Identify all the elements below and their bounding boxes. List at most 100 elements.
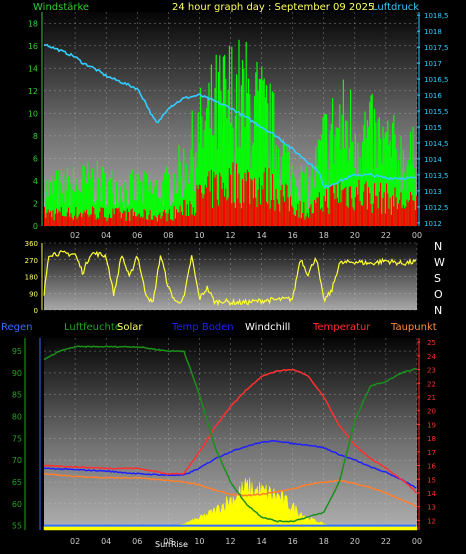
wind-speed-bar: [402, 204, 404, 226]
wind-speed-bar: [76, 218, 78, 226]
wind-speed-bar: [266, 201, 268, 226]
wind-speed-bar: [364, 184, 366, 226]
wind-gust-bar: [68, 176, 70, 226]
wind-speed-bar: [216, 199, 218, 226]
wind-speed-bar: [299, 201, 301, 226]
wind-speed-bar: [112, 208, 114, 226]
wind-speed-bar: [65, 216, 67, 226]
wind-y-axis: 0 2 4 6 8 10 12 14 16 18: [28, 12, 43, 231]
wind-speed-bar: [398, 203, 400, 226]
wind-gust-bar: [257, 90, 259, 226]
wind-gust-bar: [74, 191, 76, 226]
temp-x-tick: 12: [225, 537, 235, 546]
wind-speed-bar: [158, 215, 160, 226]
wind-gust-bar: [328, 169, 330, 226]
wind-gust-bar: [104, 173, 106, 226]
wind-speed-bar: [87, 214, 89, 226]
wind-speed-bar: [95, 219, 97, 226]
wind-speed-bar: [372, 203, 374, 226]
wind-speed-bar: [188, 215, 190, 226]
compass-w: W: [434, 256, 445, 269]
wind-speed-bar: [144, 210, 146, 226]
temp-y-tick: 16: [427, 463, 436, 471]
wind-gust-bar: [293, 177, 295, 226]
pressure-y-tick: 1014: [424, 156, 442, 164]
wind-speed-bar: [113, 214, 115, 226]
wind-gust-bar: [188, 183, 190, 226]
wind-speed-bar: [114, 208, 116, 226]
wind-speed-bar: [209, 191, 211, 226]
wind-gust-bar: [200, 87, 202, 226]
wind-speed-bar: [342, 189, 344, 226]
wind-speed-bar: [286, 185, 288, 226]
wind-gust-bar: [69, 206, 71, 226]
wind-gust-bar: [230, 123, 232, 226]
wind-speed-bar: [357, 194, 359, 226]
wind-gust-bar: [300, 165, 302, 226]
wind-gust-bar: [287, 151, 289, 226]
temperature-line: [43, 368, 417, 494]
wind-gust-bar: [320, 140, 322, 226]
wind-gust-bar: [98, 177, 100, 226]
pressure-line-group: [43, 43, 417, 189]
wind-speed-bar: [382, 197, 384, 226]
wind-speed-bar: [338, 203, 340, 226]
wind-speed-bar: [82, 213, 84, 226]
wind-gust-bar: [404, 172, 406, 226]
wind-speed-bar: [236, 163, 238, 226]
temp-y-tick: 15: [427, 476, 436, 484]
wind-gust-bar: [332, 98, 334, 226]
wind-gust-bar: [266, 85, 268, 226]
wind-gust-bar: [146, 174, 148, 226]
wind-speed-bar: [203, 194, 205, 226]
pressure-y-tick: 1016: [424, 92, 442, 100]
wind-speed-bar: [374, 183, 376, 226]
wind-gust-bar: [81, 179, 83, 226]
wind-speed-bar: [137, 214, 139, 226]
wind-gust-bar: [102, 167, 104, 226]
wind-speed-bar: [334, 199, 336, 226]
wind-y-tick: 12: [28, 87, 38, 96]
wind-gust-bar: [203, 130, 205, 226]
wind-gust-bar: [222, 56, 224, 226]
wind-gust-bar: [340, 149, 342, 226]
wind-gust-bar: [215, 54, 217, 227]
wind-gust-bar: [54, 180, 56, 226]
wind-gust-bar: [346, 121, 348, 226]
wind-gust-bar: [226, 117, 228, 226]
wind-gust-bar: [246, 93, 248, 226]
wind-speed-bar: [176, 209, 178, 226]
wind-gust-bar: [216, 149, 218, 226]
wind-speed-bar: [264, 167, 266, 226]
wind-speed-bar: [278, 203, 280, 226]
dewpoint-line: [43, 472, 417, 508]
wind-gust-bar: [70, 183, 72, 226]
wind-speed-bar: [159, 212, 161, 226]
wind-gust-bar: [106, 204, 108, 226]
temp-x-tick: 18: [319, 537, 329, 546]
wind-speed-bar: [237, 198, 239, 226]
temp-y-tick: 22: [427, 380, 436, 388]
wind-speed-bar: [335, 184, 337, 226]
wind-speed-bar: [221, 188, 223, 226]
wind-speed-bar: [44, 206, 46, 226]
wind-speed-bar: [358, 179, 360, 226]
legend-regen: Regen: [1, 322, 33, 333]
wind-gust-bar: [78, 191, 80, 226]
wind-speed-bar: [206, 187, 208, 226]
wind-speed-bar: [310, 204, 312, 226]
wind-gust-bar: [164, 173, 166, 226]
wind-speed-bar: [124, 211, 126, 226]
pressure-y-tick: 1015: [424, 124, 442, 132]
wind-speed-bar: [167, 213, 169, 226]
wind-gust-bar: [88, 173, 90, 226]
wind-speed-bar: [116, 208, 118, 226]
wind-gust-bar: [374, 109, 376, 226]
wind-speed-bar: [308, 217, 310, 226]
wind-gust-bar: [344, 148, 346, 226]
wind-speed-bar: [94, 214, 96, 226]
wind-gust-bar: [305, 166, 307, 226]
wind-gust-bar: [359, 157, 361, 226]
wind-gust-bar: [143, 171, 145, 226]
